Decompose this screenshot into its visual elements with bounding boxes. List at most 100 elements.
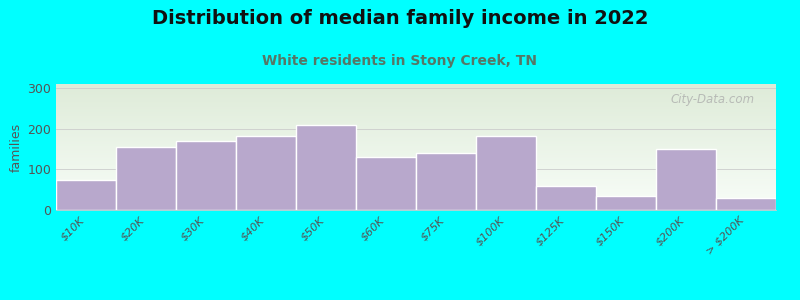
Y-axis label: families: families (10, 122, 23, 172)
Bar (56, 176, 776, 177)
Bar (56, 181, 776, 182)
Bar (56, 170, 776, 171)
Bar (56, 192, 776, 194)
Bar (56, 119, 776, 121)
Bar (56, 86, 776, 88)
Bar (56, 164, 776, 165)
Bar (56, 105, 776, 107)
Bar (356, 157, 416, 210)
Bar (56, 201, 776, 202)
Bar (56, 173, 776, 175)
Text: White residents in Stony Creek, TN: White residents in Stony Creek, TN (262, 54, 538, 68)
Bar (56, 84, 776, 85)
Bar (56, 100, 776, 102)
Bar (56, 99, 776, 100)
Bar (56, 196, 776, 197)
Bar (56, 98, 776, 99)
Bar (56, 147, 776, 148)
Bar (56, 185, 776, 186)
Bar (56, 145, 776, 146)
Bar (56, 123, 776, 124)
Bar (56, 191, 776, 192)
Bar (56, 90, 776, 92)
Bar (56, 114, 776, 116)
Bar (56, 206, 776, 208)
Bar (56, 165, 776, 166)
Bar (56, 205, 776, 206)
Bar (56, 187, 776, 189)
Bar (56, 103, 776, 104)
Bar (56, 127, 776, 128)
Bar (56, 186, 776, 187)
Bar (56, 195, 776, 196)
Bar (56, 109, 776, 110)
Bar (56, 190, 776, 191)
Bar (476, 136, 536, 210)
Bar (56, 95, 776, 97)
Bar (56, 130, 776, 132)
Bar (56, 148, 776, 149)
Bar (56, 189, 776, 190)
Bar (56, 117, 776, 118)
Bar (56, 200, 776, 201)
Bar (56, 204, 776, 205)
Bar (56, 140, 776, 141)
Bar (56, 129, 776, 130)
Bar (656, 149, 716, 210)
Bar (56, 137, 776, 138)
Bar (56, 182, 776, 184)
Bar (56, 178, 776, 180)
Bar (56, 171, 776, 172)
Bar (56, 161, 776, 162)
Bar (56, 151, 776, 152)
Bar (56, 104, 776, 105)
Bar (56, 138, 776, 140)
Bar (56, 172, 776, 173)
Bar (56, 133, 776, 134)
Bar (56, 153, 776, 154)
Bar (56, 184, 776, 185)
Bar (236, 136, 296, 210)
Bar (56, 124, 776, 126)
Bar (56, 168, 776, 170)
Bar (56, 118, 776, 119)
Text: Distribution of median family income in 2022: Distribution of median family income in … (152, 9, 648, 28)
Bar (56, 97, 776, 98)
Bar (56, 199, 776, 200)
Bar (56, 134, 776, 136)
Bar (56, 194, 776, 195)
Bar (536, 186, 596, 210)
Bar (56, 154, 776, 156)
Bar (56, 149, 776, 151)
Bar (56, 94, 776, 95)
Bar (56, 142, 776, 143)
Bar (596, 196, 656, 210)
Bar (56, 116, 776, 117)
Bar (296, 124, 356, 210)
Bar (56, 175, 776, 176)
Bar (56, 113, 776, 114)
Bar (56, 107, 776, 108)
Bar (56, 108, 776, 109)
Bar (56, 208, 776, 209)
Bar (56, 166, 776, 167)
Bar (56, 121, 776, 122)
Bar (56, 88, 776, 89)
Bar (56, 180, 776, 181)
Bar (56, 202, 776, 204)
Bar (176, 141, 236, 210)
Bar (56, 143, 776, 145)
Bar (56, 122, 776, 123)
Bar (56, 177, 776, 178)
Bar (56, 132, 776, 133)
Bar (116, 147, 176, 210)
Bar (56, 136, 776, 137)
Bar (56, 152, 776, 153)
Bar (56, 112, 776, 113)
Bar (56, 110, 776, 112)
Bar (56, 141, 776, 142)
Text: City-Data.com: City-Data.com (670, 93, 754, 106)
Bar (56, 162, 776, 164)
Bar (56, 128, 776, 129)
Bar (56, 93, 776, 94)
